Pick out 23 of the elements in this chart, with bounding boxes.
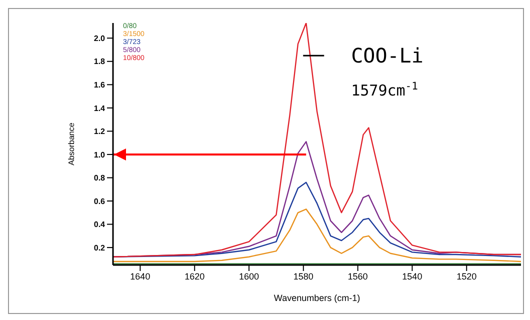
- line-series: [113, 23, 521, 258]
- y-tick-label: 2.0: [94, 34, 106, 43]
- x-tick-label: 1560: [348, 271, 368, 282]
- x-tick-label: 1600: [238, 271, 260, 282]
- x-tick-label: 1640: [130, 271, 150, 282]
- x-axis-title: Wavenumbers (cm-1): [274, 293, 360, 303]
- x-tick-label: 1580: [293, 271, 314, 282]
- x-tick-label: 1620: [184, 271, 205, 282]
- y-tick-label: 1.8: [94, 57, 106, 66]
- y-tick-label: 1.6: [94, 80, 106, 90]
- y-tick-label: 0.8: [94, 174, 106, 183]
- y-tick-label: 1.2: [94, 127, 106, 136]
- x-tick-label: 1520: [456, 271, 477, 282]
- line-series: [113, 208, 521, 262]
- y-tick-label: 1.4: [94, 104, 106, 113]
- y-tick-label: 0.2: [94, 243, 106, 252]
- x-tick-label: 1540: [402, 271, 422, 282]
- y-tick-label: 0.4: [94, 220, 106, 230]
- annotation: 1579cm$^{-1}$: [351, 80, 418, 100]
- y-tick-label: 0.6: [94, 196, 106, 206]
- annotation: COO-Li: [351, 44, 424, 68]
- y-tick-label: 1.0: [94, 150, 106, 160]
- y-axis-title: Absorbance: [66, 122, 76, 166]
